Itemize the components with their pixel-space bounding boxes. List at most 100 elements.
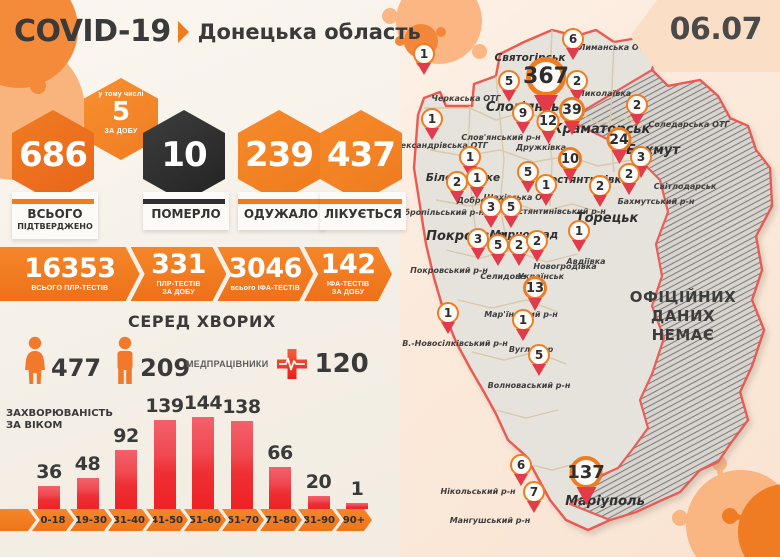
map-pin[interactable]: 1 [466, 167, 488, 199]
map-pin[interactable]: 39 [559, 97, 585, 135]
map-label: Соледарська ОТГ [648, 120, 730, 129]
map-label: В.-Новосілківський р-н [402, 339, 508, 348]
map-pin-head: 5 [500, 196, 522, 218]
map-pin-tail [539, 194, 553, 206]
map-pin[interactable]: 367 [523, 57, 569, 117]
map-pin-tail [441, 322, 455, 334]
map-pin[interactable]: 1 [568, 220, 590, 252]
map-pin[interactable]: 5 [498, 70, 520, 102]
bar-column: 1 [346, 478, 368, 509]
plate-bar [12, 199, 94, 204]
died-label: ПОМЕРЛО [151, 207, 221, 221]
medics-count: 120 [314, 349, 369, 379]
pcr-daily-value: 331 [151, 248, 206, 280]
map-pin-value: 1 [419, 47, 429, 61]
map-pin[interactable]: 2 [566, 70, 588, 102]
age-chart-axis: 0-18 19-30 31-40 41-50 51-60 61-70 71-80 81-90 9… [0, 509, 372, 531]
age-axis-segment: 81-90 [298, 509, 340, 531]
map-pin-tail [563, 169, 577, 182]
ifa-daily-label: ІФА-ТЕСТІВ ЗА ДОБУ [326, 280, 370, 296]
map-pin[interactable]: 2 [618, 163, 640, 195]
map-pin-tail [532, 364, 546, 376]
bar-value-label: 36 [36, 461, 62, 483]
map-pin-head: 13 [523, 276, 547, 300]
map-pin-head: 1 [568, 220, 590, 242]
map-pin[interactable]: 1 [512, 309, 534, 341]
map-pin[interactable]: 13 [523, 276, 547, 311]
map-pin[interactable]: 3 [467, 228, 489, 260]
map-pin[interactable]: 24 [606, 127, 632, 164]
map-pin[interactable]: 3 [480, 196, 502, 228]
bar-column: 66 [267, 442, 293, 509]
map-pin-tail [516, 122, 530, 134]
map-pin[interactable]: 6 [510, 454, 532, 486]
map-label: Авдіївка [566, 257, 606, 266]
bar-rect [115, 450, 137, 509]
map-label: Торецьк [575, 211, 639, 226]
bar-column: 138 [222, 396, 261, 509]
map-pin[interactable]: 1 [421, 108, 443, 140]
map-pin-tail [417, 63, 431, 75]
no-data-line-3: НЕМАЄ [651, 325, 715, 344]
map-pin[interactable]: 2 [626, 94, 648, 126]
map-pin[interactable]: 5 [487, 234, 509, 266]
map-label: Волноваський р-н [487, 381, 571, 390]
map-pin[interactable]: 5 [528, 344, 550, 376]
map-pin[interactable]: 10 [558, 147, 582, 182]
plate-bar [320, 199, 402, 204]
map-pin[interactable]: 2 [446, 171, 468, 203]
ifa-total-label: всього ІФА-ТЕСТІВ [230, 284, 300, 292]
tests-band: 16353 ВСЬОГО ПЛР-ТЕСТІВ 331 ПЛР-ТЕСТІВ З… [0, 247, 392, 301]
age-chart-title-line2: ЗА ВІКОМ [6, 419, 63, 431]
map-pin[interactable]: 7 [523, 481, 545, 513]
map-pin-head: 2 [626, 94, 648, 116]
age-chart-title: ЗАХВОРЮВАНІСТЬ ЗА ВІКОМ [6, 408, 113, 431]
map-pin[interactable]: 9 [512, 102, 534, 134]
age-axis-segment: 61-70 [222, 509, 264, 531]
test-segment-pcr-daily: 331 ПЛР-ТЕСТІВ ЗА ДОБУ [131, 247, 227, 301]
map-pin-value: 1 [574, 224, 584, 238]
map-label: Бахмутський р-н [617, 197, 695, 206]
test-segment-pcr-total: 16353 ВСЬОГО ПЛР-ТЕСТІВ [0, 247, 140, 301]
map-pin-value: 5 [493, 238, 503, 252]
map-pin-head: 3 [480, 196, 502, 218]
map-pin[interactable]: 137 [567, 456, 605, 505]
total-label: ВСЬОГО [27, 207, 83, 221]
map-pin[interactable]: 6 [562, 28, 584, 60]
pcr-total-value: 16353 [24, 252, 116, 284]
no-official-data-note: ОФІЦІЙНИХ ДАНИХ НЕМАЄ [608, 288, 758, 344]
map-pin-tail [593, 195, 607, 207]
age-chart-title-line1: ЗАХВОРЮВАНІСТЬ [6, 408, 113, 419]
page-header: COVID-19 Донецька область [14, 14, 421, 49]
summary-card-total: 686 ВСЬОГО ПІДТВЕРДЖЕНО [12, 110, 98, 239]
map-pin-value: 6 [568, 32, 578, 46]
daily-new-top-label: у тому числі [98, 91, 144, 98]
map-pin[interactable]: 1 [459, 146, 481, 178]
bar-rect [38, 486, 60, 509]
covid-title: COVID-19 [14, 14, 171, 49]
female-count: 477 [51, 354, 102, 382]
bar-value-label: 20 [305, 471, 332, 493]
recovered-plate: ОДУЖАЛО [238, 192, 324, 230]
map-label: Мангушський р-н [449, 516, 531, 525]
map-pin[interactable]: 2 [508, 234, 530, 266]
medical-cross-icon [276, 349, 307, 379]
male-icon [117, 336, 133, 384]
map-pin-head: 6 [510, 454, 532, 476]
map-pin[interactable]: 1 [437, 302, 459, 334]
bar-column: 92 [113, 425, 139, 509]
bar-rect [153, 420, 176, 509]
map-label: Олександрівська ОТГ [388, 141, 488, 150]
bar-rect [346, 503, 368, 509]
map-pin[interactable]: 12 [536, 110, 560, 144]
female-group: 477 [22, 336, 101, 386]
map-pin[interactable]: 5 [517, 161, 539, 193]
map-pin[interactable]: 2 [589, 175, 611, 207]
map-pin[interactable]: 5 [500, 196, 522, 228]
map-pin[interactable]: 2 [526, 230, 548, 262]
map-pin[interactable]: 1 [535, 174, 557, 206]
map-pin-tail [502, 90, 516, 102]
map-pin-value: 1 [427, 112, 437, 126]
male-count: 209 [140, 354, 191, 382]
map-pin-head: 9 [512, 102, 534, 124]
